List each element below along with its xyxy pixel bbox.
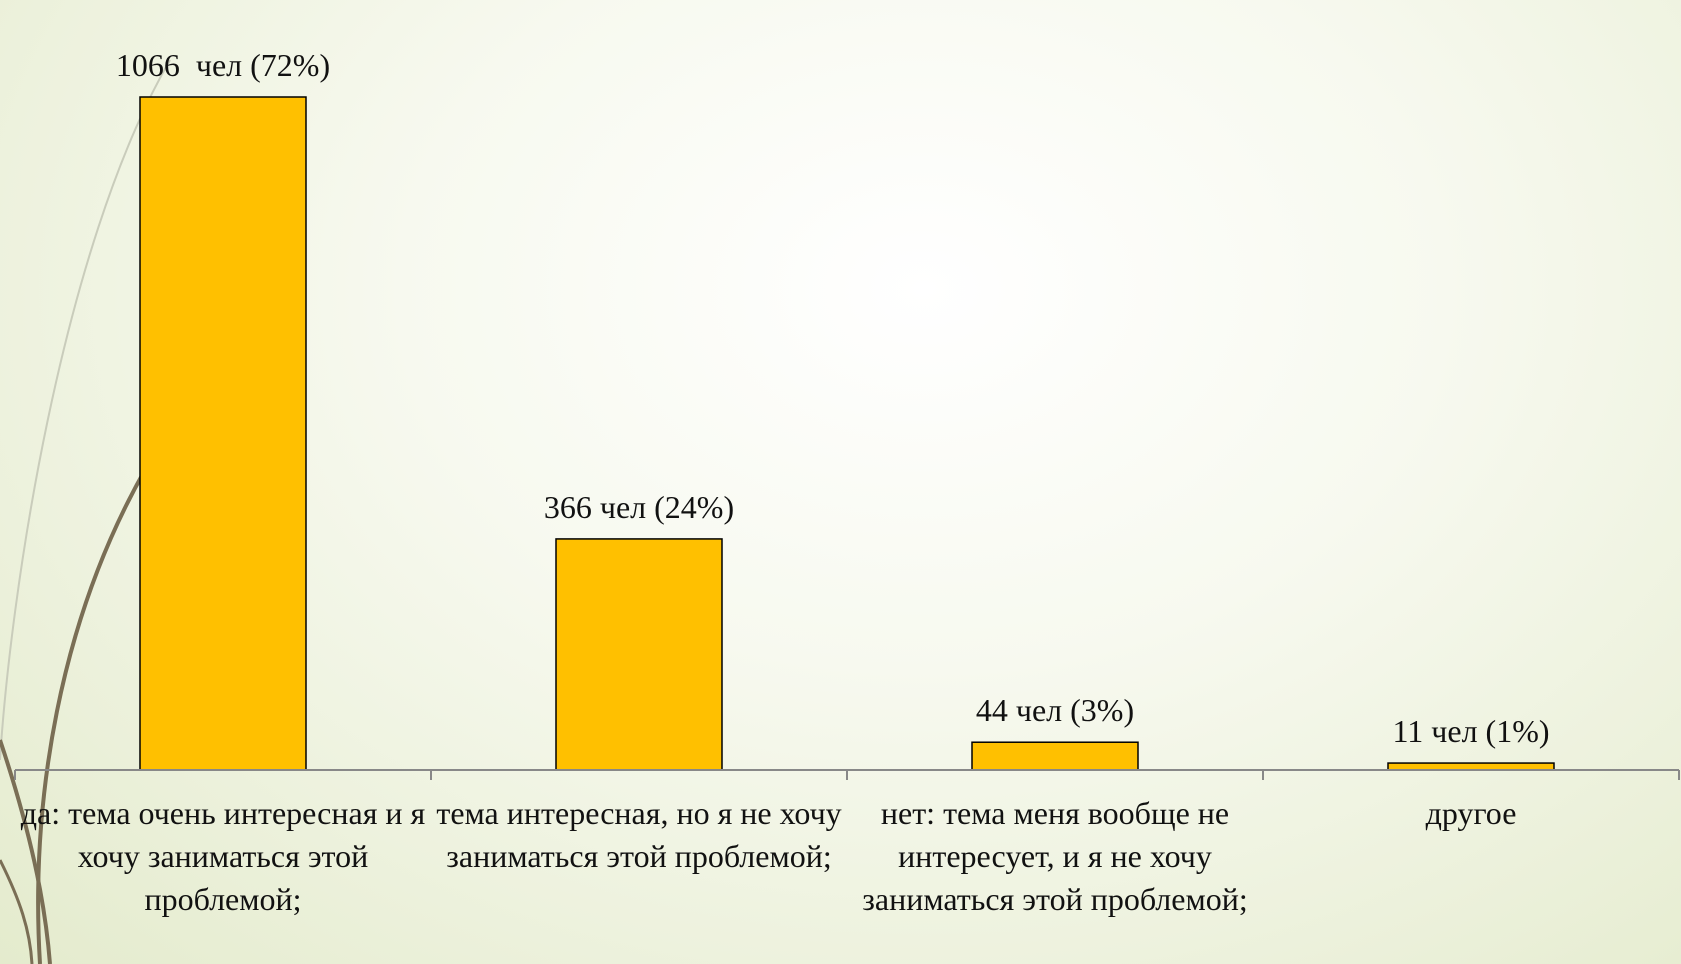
bar (971, 741, 1139, 771)
decoration (0, 59, 171, 964)
value-label-box: 11 чел (1%) (1392, 713, 1550, 750)
value-label: 11 чел (1%) (1392, 713, 1550, 750)
value-label: 366 чел (24%) (543, 488, 735, 525)
x-tick-label: да: тема очень интересная и я хочу заним… (20, 795, 426, 917)
bar (1387, 762, 1555, 771)
x-tick-label-box: другое (1425, 795, 1517, 831)
x-tick-label-box: нет: тема меня вообще не интересует, и я… (862, 795, 1248, 917)
bar (139, 96, 307, 771)
value-label-box: 1066 чел (72%) (115, 47, 331, 83)
value-label-box: 44 чел (3%) (975, 692, 1135, 729)
x-tick-label: нет: тема меня вообще не интересует, и я… (862, 795, 1248, 917)
value-label: 1066 чел (72%) (115, 47, 331, 83)
value-label: 44 чел (3%) (975, 692, 1135, 729)
x-tick-label: тема интересная, но я не хочу заниматься… (436, 795, 842, 874)
x-tick-label-box: да: тема очень интересная и я хочу заним… (20, 795, 426, 917)
bar (555, 538, 723, 771)
x-tick-label-box: тема интересная, но я не хочу заниматься… (436, 795, 842, 874)
x-tick-label: другое (1425, 795, 1517, 831)
value-label-box: 366 чел (24%) (543, 488, 735, 525)
